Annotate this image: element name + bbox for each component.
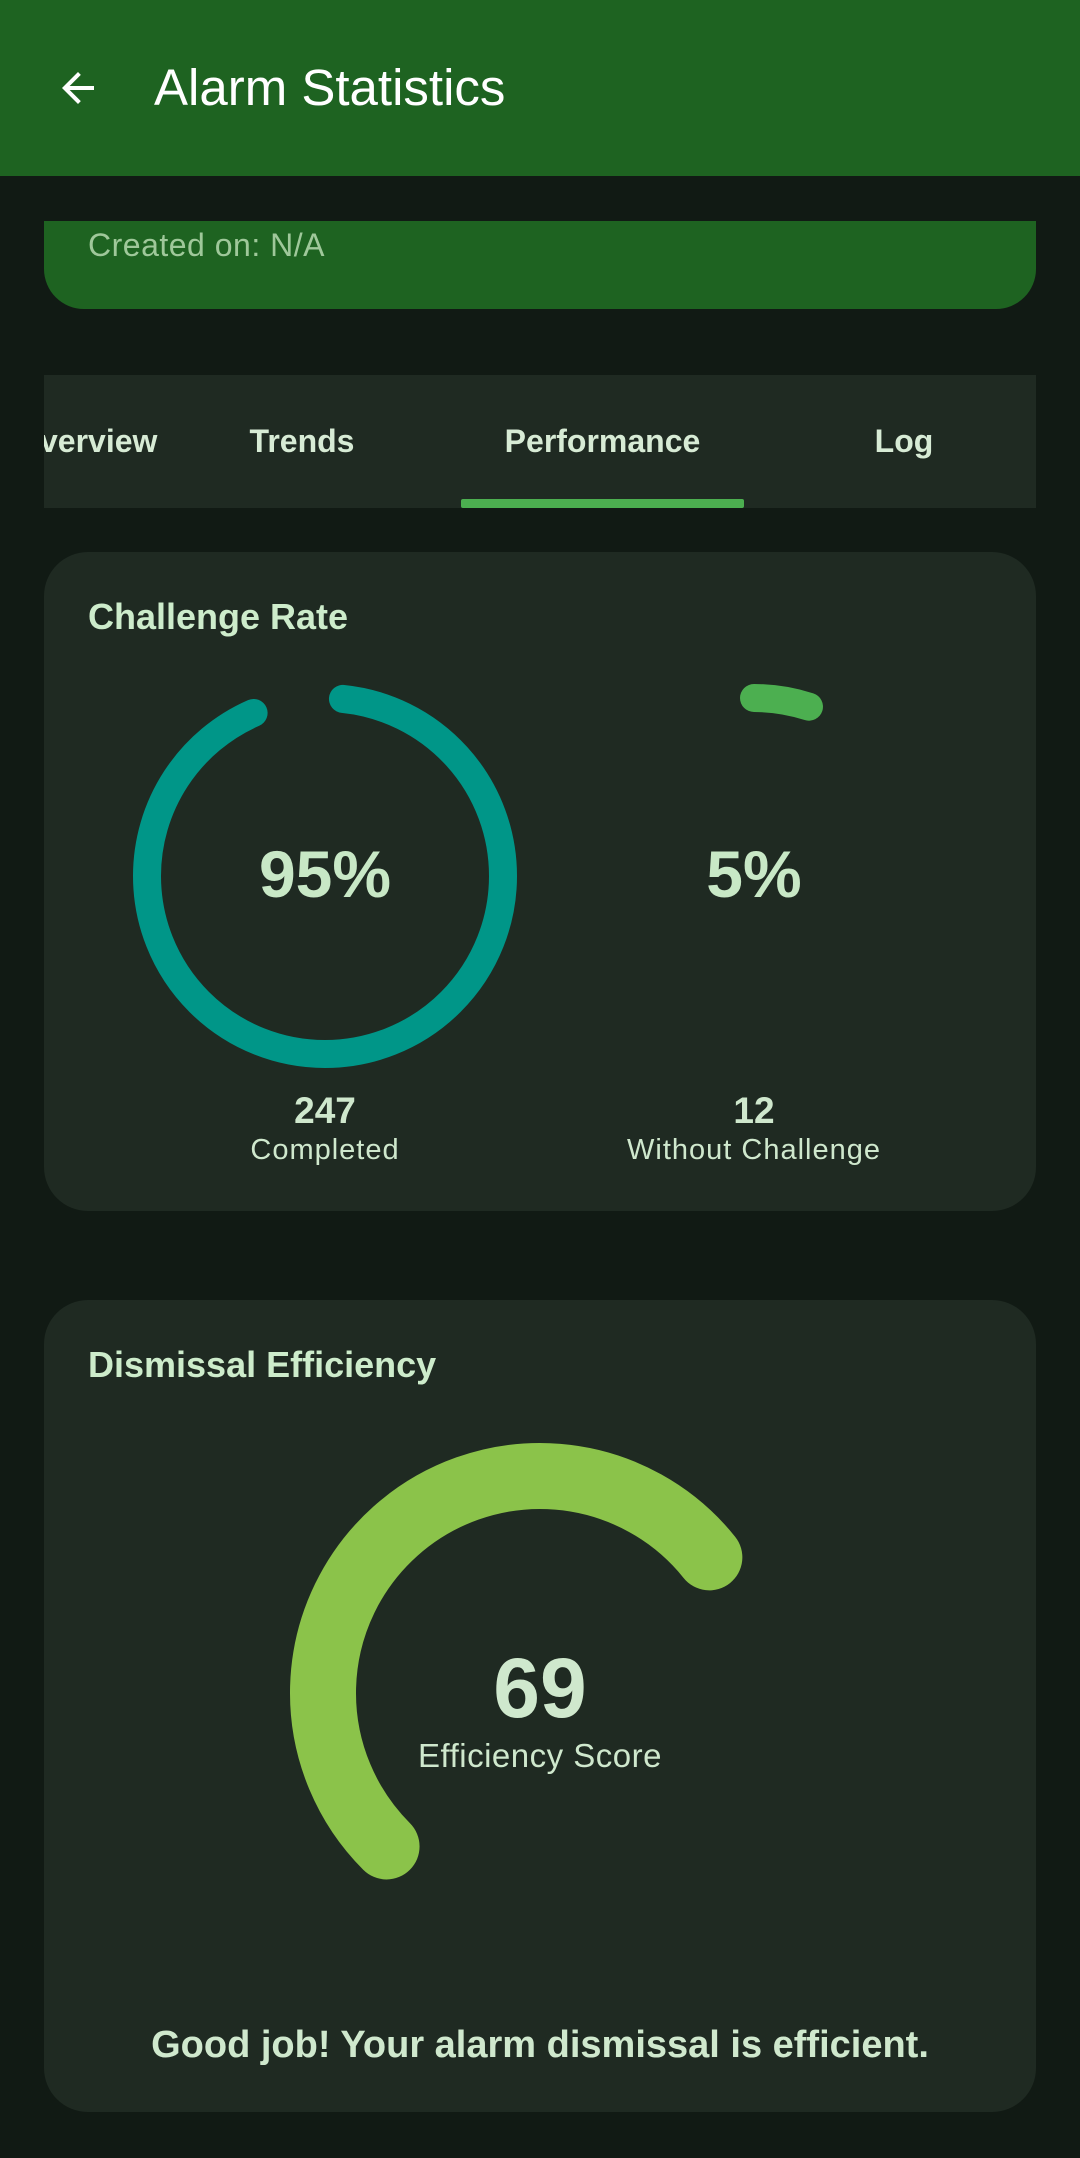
tab-trends[interactable]: Trends [192, 375, 412, 508]
without-challenge-ring-arc [562, 684, 946, 1068]
completed-ring [133, 684, 517, 1068]
without-challenge-ring [562, 684, 946, 1068]
page-title: Alarm Statistics [154, 59, 506, 116]
back-button[interactable] [36, 44, 120, 132]
challenge-rate-card: Challenge Rate 95% 247 Completed 5% 12 W… [44, 552, 1036, 1211]
without-challenge-label: Without Challenge [627, 1134, 881, 1166]
completed-count: 247 [294, 1090, 356, 1131]
created-on-text: Created on: N/A [88, 227, 325, 263]
tab-indicator [461, 499, 744, 508]
tab-overview[interactable]: verview [44, 375, 160, 508]
dismissal-efficiency-card: Dismissal Efficiency 69 Efficiency Score… [44, 1300, 1036, 2112]
tab-log[interactable]: Log [794, 375, 1014, 508]
tab-trends-label: Trends [249, 423, 355, 459]
efficiency-score: 69 [493, 1641, 587, 1735]
completed-label: Completed [250, 1134, 400, 1166]
alarm-info-card: Created on: N/A [44, 221, 1036, 309]
tab-bar: verview Trends Performance Log [44, 375, 1036, 508]
app-bar: Alarm Statistics [0, 0, 1080, 176]
tab-overview-label: verview [44, 423, 158, 459]
efficiency-gauge-arc [290, 1443, 743, 1880]
efficiency-message: Good job! Your alarm dismissal is effici… [151, 2024, 929, 2066]
completed-ring-arc [133, 684, 517, 1068]
efficiency-gauge [290, 1443, 743, 1880]
without-challenge-count: 12 [733, 1090, 775, 1131]
tab-performance-label: Performance [504, 423, 701, 459]
without-challenge-percent: 5% [706, 837, 802, 911]
completed-percent: 95% [258, 837, 392, 911]
tab-performance[interactable]: Performance [461, 375, 744, 508]
challenge-rate-title: Challenge Rate [88, 596, 349, 637]
dismissal-efficiency-title: Dismissal Efficiency [88, 1344, 437, 1385]
arrow-left-icon [62, 72, 94, 104]
efficiency-score-label: Efficiency Score [418, 1737, 662, 1774]
tab-log-label: Log [874, 423, 934, 459]
